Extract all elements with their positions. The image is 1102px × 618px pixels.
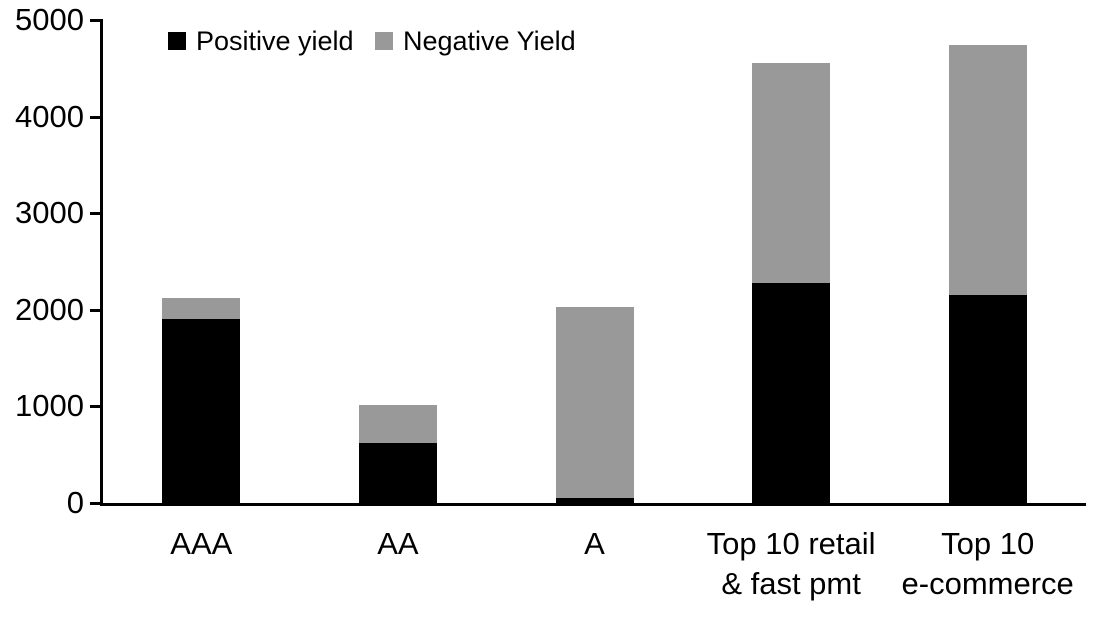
legend-item-positive-yield: Positive yield xyxy=(168,24,354,58)
bar-segment-negative xyxy=(948,45,1027,296)
x-category-label-line: & fast pmt xyxy=(721,566,861,601)
y-tick-label: 2000 xyxy=(15,291,84,327)
x-category-label-line: Top 10 retail xyxy=(706,526,876,561)
x-category-label-line: A xyxy=(584,526,605,561)
y-tick-label: 5000 xyxy=(15,2,84,37)
y-tick-mark xyxy=(90,115,103,119)
y-tick-mark xyxy=(90,308,103,312)
bar-segment-positive xyxy=(948,295,1027,503)
x-category-label-line: AAA xyxy=(170,526,233,561)
y-tick-mark xyxy=(90,19,103,22)
y-tick-label: 0 xyxy=(66,485,84,520)
x-axis-line xyxy=(100,503,1086,506)
bar-segment-negative xyxy=(162,298,241,320)
legend: Positive yield Negative Yield xyxy=(0,24,1102,58)
y-tick-label: 3000 xyxy=(15,195,84,231)
y-tick-mark xyxy=(90,212,103,216)
bar-segment-positive xyxy=(555,498,634,503)
y-axis-line xyxy=(100,20,103,506)
bar-segment-positive xyxy=(358,443,437,503)
x-category-label: Top 10 e-commerce xyxy=(868,524,1102,604)
x-category-label: Top 10 retail & fast pmt xyxy=(671,524,911,604)
bar-segment-negative xyxy=(358,405,437,444)
bar-segment-positive xyxy=(752,282,831,503)
x-category-label: A xyxy=(475,524,715,564)
bar-segment-negative xyxy=(555,306,634,499)
bar-segment-positive xyxy=(162,319,241,503)
y-tick-label: 1000 xyxy=(15,388,84,424)
x-category-label: AAA xyxy=(81,524,321,564)
y-tick-label: 4000 xyxy=(15,98,84,134)
x-category-label: AA xyxy=(278,524,518,564)
x-category-label-line: Top 10 xyxy=(941,526,1035,561)
legend-swatch-negative-yield-icon xyxy=(375,32,393,50)
y-tick-mark xyxy=(90,405,103,409)
legend-label-positive-yield: Positive yield xyxy=(196,25,354,56)
bar-segment-negative xyxy=(752,63,831,283)
legend-item-negative-yield: Negative Yield xyxy=(375,24,576,58)
legend-label-negative-yield: Negative Yield xyxy=(403,25,576,56)
y-tick-mark xyxy=(90,502,103,505)
x-category-label-line: e-commerce xyxy=(901,566,1074,601)
legend-swatch-positive-yield-icon xyxy=(168,32,186,50)
x-category-label-line: AA xyxy=(377,526,419,561)
